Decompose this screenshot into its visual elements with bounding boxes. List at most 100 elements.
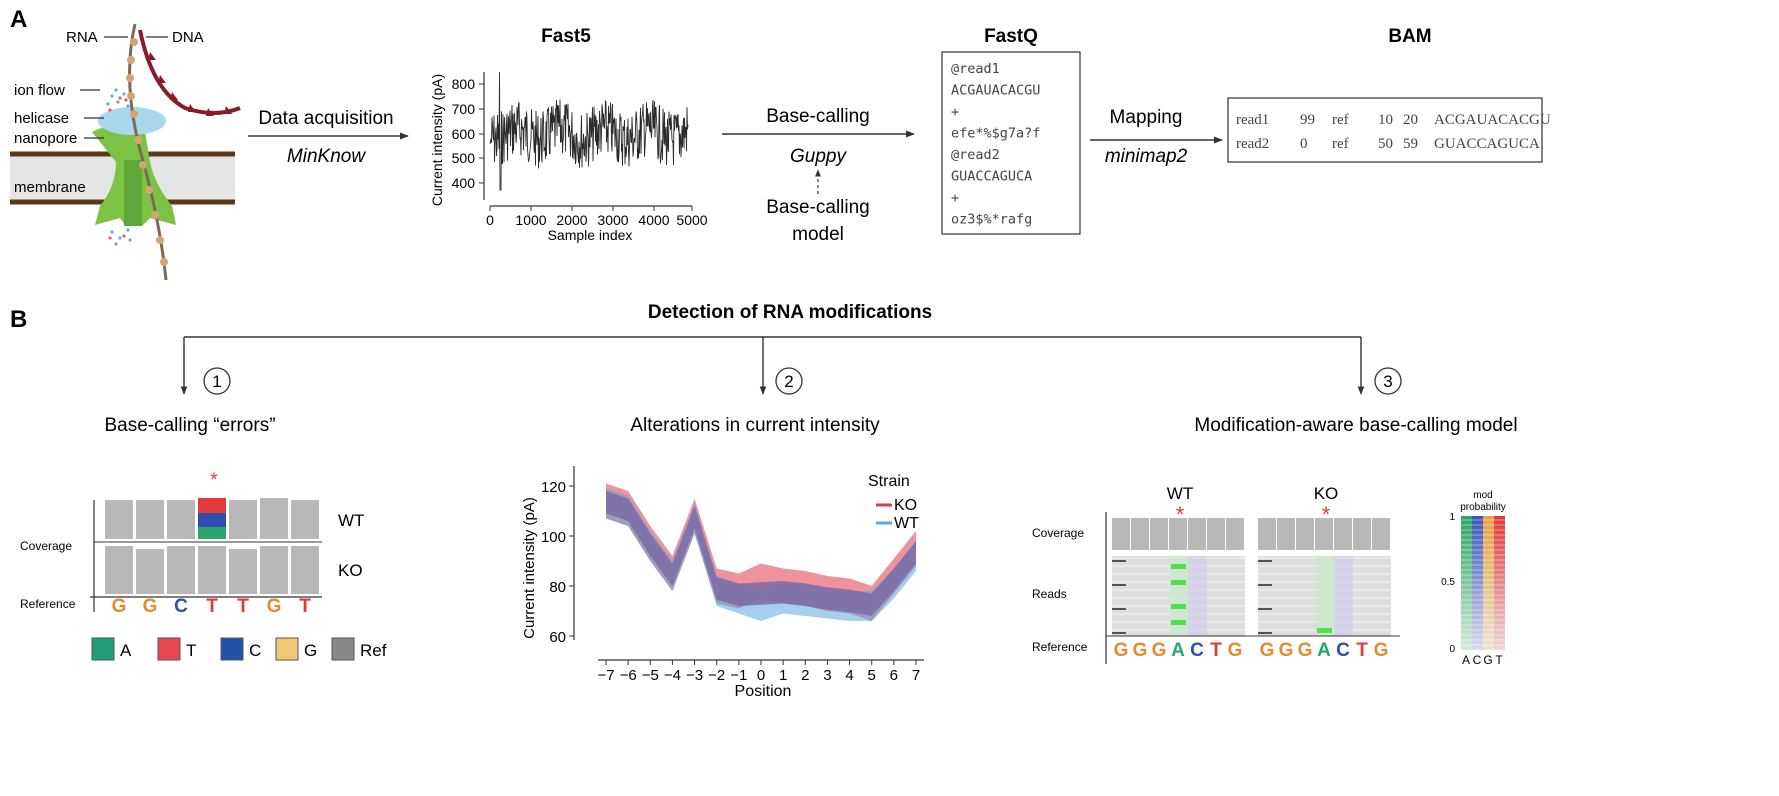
- data-acquisition-label: Data acquisition: [258, 108, 393, 129]
- m3-colorbar-column: [1483, 516, 1494, 650]
- m2-xtick-label: 4: [845, 667, 853, 684]
- m1-ko-label: KO: [338, 561, 363, 580]
- m2-xtick-label: 7: [912, 667, 920, 684]
- fastq-line: GUACCAGUCA: [951, 169, 1032, 185]
- bam-cell: GUACCAGUCA: [1434, 136, 1540, 152]
- m1-wt-label: WT: [338, 511, 364, 530]
- helicase-shape: [98, 107, 166, 135]
- fast5-xtick-label: 1000: [515, 212, 546, 228]
- m3-coverage-bar: [1131, 518, 1149, 550]
- m2-xtick-label: 1: [779, 667, 787, 684]
- m3-ko-label: KO: [1314, 484, 1339, 503]
- m3-colorbar-tick: 1: [1449, 512, 1455, 523]
- m3-a-column: [1315, 556, 1334, 636]
- m3-coverage-bar: [1258, 518, 1276, 550]
- bam-cell: read2: [1236, 136, 1269, 152]
- bam-cell: 59: [1403, 136, 1418, 152]
- bam-cell: 50: [1378, 136, 1393, 152]
- m3-wt-star: *: [1176, 502, 1185, 527]
- m3-reference-base: A: [1171, 640, 1185, 661]
- m3-reference-base: G: [1228, 640, 1243, 661]
- m1-reference-base: T: [299, 596, 311, 617]
- m3-colorbar-letter: G: [1483, 653, 1492, 667]
- m2-xtick-label: 5: [868, 667, 876, 684]
- m3-coverage-bar: [1112, 518, 1130, 550]
- m3-reference-base: G: [1374, 640, 1389, 661]
- m2-overlap-band: [606, 491, 916, 616]
- fast5-ytick-label: 800: [452, 76, 476, 92]
- m1-ko-bar: [260, 546, 288, 594]
- m2-xtick-label: −5: [642, 667, 659, 684]
- m2-xtick-label: 3: [823, 667, 831, 684]
- m1-star: *: [210, 470, 218, 491]
- m1-reference-base: G: [143, 596, 158, 617]
- m2-plot: 120 100 80 60 −7 −6 −5 −4 −3 −2 −1 0 1 2 3 4 5 6 7: [541, 466, 924, 684]
- rna-label: RNA: [66, 29, 98, 46]
- m3-bar-title-line1: mod: [1473, 490, 1492, 501]
- m3-reference-base: G: [1260, 640, 1275, 661]
- m2-legend-title: Strain: [868, 473, 910, 490]
- m3-coverage-bar: [1169, 518, 1187, 550]
- m3-coverage-bar: [1334, 518, 1352, 550]
- method-label: Alterations in current intensity: [630, 415, 880, 436]
- m3-reference-label: Reference: [1032, 640, 1088, 654]
- bam-cell: ref: [1332, 112, 1349, 128]
- m3-reference-base: G: [1133, 640, 1148, 661]
- m1-wt-bar: [105, 500, 133, 539]
- m2-xtick-label: 2: [801, 667, 809, 684]
- model-label-line1: Base-calling: [766, 197, 870, 218]
- panel-a-letter: A: [10, 6, 27, 33]
- fast5-ytick-label: 500: [452, 150, 476, 166]
- m3-coverage-bar: [1296, 518, 1314, 550]
- m3-reference-base: G: [1114, 640, 1129, 661]
- method-number-circle: [775, 367, 803, 395]
- fast5-xlabel: Sample index: [548, 227, 633, 243]
- m3-mod-read: [1171, 604, 1186, 609]
- fast5-ytick-label: 400: [452, 175, 476, 191]
- m1-legend-swatch: [157, 637, 181, 661]
- m1-reference-base: C: [174, 596, 188, 617]
- m1-wt-bar-C: [198, 513, 226, 527]
- m1-reference-base: T: [206, 596, 218, 617]
- m3-coverage-bar: [1372, 518, 1390, 550]
- bam-title: BAM: [1388, 26, 1431, 47]
- bam-cell: 0: [1300, 136, 1308, 152]
- m3-wt-label: WT: [1167, 484, 1193, 503]
- m2-legend-ko: KO: [894, 497, 917, 514]
- fast5-ylabel: Current intensity (pA): [429, 74, 445, 206]
- m3-colorbar-letter: T: [1495, 653, 1503, 667]
- m1-ko-bar: [198, 546, 226, 594]
- fast5-xtick-label: 5000: [676, 212, 707, 228]
- m1-wt-bar: [136, 500, 164, 539]
- m1-wt-bar: [167, 500, 195, 539]
- dna-strand: [138, 29, 241, 115]
- m1-reference-base: G: [267, 596, 282, 617]
- method-number: 1: [212, 372, 221, 391]
- fastq-line: @read2: [951, 147, 1000, 163]
- fast5-xtick-label: 2000: [556, 212, 587, 228]
- m3-mod-read: [1171, 620, 1186, 625]
- m2-xlabel: Position: [735, 683, 792, 700]
- m3-coverage-bar: [1277, 518, 1295, 550]
- fastq-line: +: [951, 190, 959, 206]
- m3-reference-base: G: [1152, 640, 1167, 661]
- m1-reference-base: G: [112, 596, 127, 617]
- fast5-signal-trace: [489, 71, 689, 191]
- fast5-xtick-label: 4000: [638, 212, 669, 228]
- m1-legend-label: A: [120, 641, 132, 660]
- fast5-xtick-label: 0: [486, 212, 494, 228]
- m3-reference-base: T: [1356, 640, 1368, 661]
- membrane-label: membrane: [14, 179, 86, 196]
- bam-cell: ACGAUACACGU: [1434, 112, 1551, 128]
- m1-wt-bar-T: [198, 498, 226, 513]
- m3-reference-base: T: [1210, 640, 1222, 661]
- m2-ko-band: [606, 483, 916, 621]
- m3-ko-star: *: [1322, 502, 1331, 527]
- bam-cell: 10: [1378, 112, 1393, 128]
- m1-reference-base: T: [237, 596, 249, 617]
- m3-coverage-label: Coverage: [1032, 526, 1084, 540]
- bam-cell: read1: [1236, 112, 1269, 128]
- fast5-title: Fast5: [541, 26, 591, 47]
